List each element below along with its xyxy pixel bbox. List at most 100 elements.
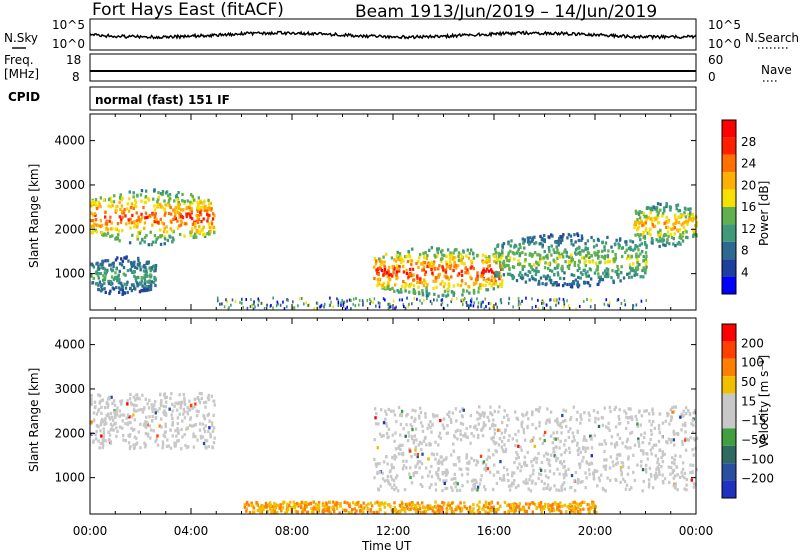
velocity-cell (111, 424, 114, 428)
velocity-cell (389, 504, 392, 509)
velocity-cell (413, 470, 417, 475)
velocity-cell (527, 502, 530, 506)
velocity-cell (103, 422, 106, 427)
power-cell (538, 242, 541, 246)
power-cell (479, 286, 482, 290)
velocity-cell (106, 397, 110, 401)
power-cell (104, 222, 108, 226)
power-cell (634, 243, 637, 248)
power-cell (381, 283, 385, 287)
power-cell (315, 301, 318, 305)
velocity-cell (286, 502, 289, 506)
power-cell (537, 279, 541, 284)
power-cell (159, 192, 163, 196)
velocity-cell (442, 479, 445, 483)
velocity-cell (680, 412, 683, 416)
velocity-cell (453, 435, 457, 439)
power-cell (149, 230, 152, 234)
power-cell (507, 253, 510, 257)
power-cell (642, 230, 645, 234)
power-cell (603, 274, 607, 278)
velocity-cell (513, 511, 516, 515)
power-cell (370, 300, 372, 304)
power-cell (189, 215, 192, 219)
velocity-cell (681, 439, 684, 444)
velocity-cell (207, 444, 210, 449)
velocity-cell (437, 434, 441, 439)
power-cell (438, 264, 441, 268)
velocity-cell (555, 508, 559, 512)
power-cell (687, 207, 690, 211)
velocity-cell (449, 418, 453, 422)
power-cell (623, 299, 626, 303)
velocity-cell (487, 455, 490, 459)
power-cell (352, 302, 355, 306)
velocity-cell (198, 422, 202, 426)
velocity-cell (203, 417, 207, 421)
power-cell (557, 243, 560, 247)
velocity-cell (569, 417, 572, 422)
power-cell (154, 240, 157, 244)
velocity-cell (429, 504, 432, 508)
velocity-cell (421, 475, 424, 479)
velocity-cell (487, 501, 491, 506)
power-cell (495, 270, 498, 274)
velocity-cell (90, 394, 93, 398)
velocity-cell (563, 443, 566, 447)
power-cell (468, 291, 471, 295)
power-cell (636, 258, 639, 262)
velocity-cell (314, 502, 318, 506)
velocity-cell (424, 435, 427, 440)
velocity-cell (529, 439, 533, 443)
velocity-cell (100, 434, 103, 438)
power-cell (432, 286, 435, 291)
power-cell (505, 255, 508, 259)
power-cell (405, 268, 408, 273)
power-cell (570, 259, 573, 263)
velocity-cell (531, 464, 534, 468)
velocity-cell (90, 402, 93, 406)
velocity-cell (252, 506, 256, 510)
power-cell (672, 227, 675, 231)
velocity-cell (431, 509, 434, 513)
colorbar-segment (722, 241, 736, 260)
colorbar-tick-label: 20 (741, 178, 756, 192)
velocity-cell (552, 508, 556, 513)
velocity-cell (106, 401, 109, 405)
power-cell (583, 261, 586, 265)
power-cell (684, 215, 688, 219)
velocity-cell (394, 447, 398, 451)
power-cell (167, 194, 170, 198)
velocity-cell (506, 423, 509, 428)
power-cell (687, 212, 690, 217)
velocity-cell (169, 446, 173, 450)
velocity-cell (212, 426, 216, 430)
velocity-cell (374, 501, 377, 505)
velocity-cell (387, 481, 390, 485)
power-cell (482, 277, 485, 282)
power-cell (508, 266, 511, 270)
power-cell (676, 203, 680, 207)
power-cell (412, 284, 416, 288)
power-cell (673, 232, 676, 236)
velocity-cell (579, 480, 582, 484)
power-cell (211, 217, 215, 221)
velocity-cell (148, 424, 151, 428)
velocity-cell (369, 507, 372, 512)
power-cell (516, 262, 520, 266)
velocity-cell (378, 432, 382, 436)
velocity-cell (550, 505, 554, 509)
power-cell (407, 274, 410, 278)
velocity-cell (386, 435, 389, 440)
power-cell (627, 246, 631, 251)
power-cell (161, 189, 165, 194)
power-cell (426, 254, 429, 258)
power-cell (596, 256, 600, 260)
velocity-cell (348, 502, 351, 506)
power-cell (657, 239, 660, 243)
power-cell (518, 242, 521, 247)
velocity-cell (448, 410, 451, 415)
